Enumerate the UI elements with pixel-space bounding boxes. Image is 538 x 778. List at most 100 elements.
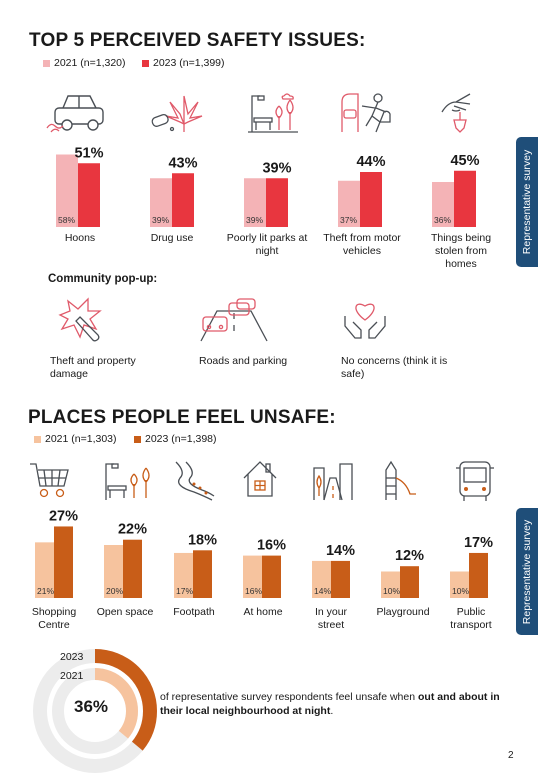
bar-2021 xyxy=(104,545,123,598)
popup-item-no-concerns: No concerns (think it is safe) xyxy=(341,355,448,380)
hand-grabbing-icon xyxy=(441,93,471,133)
data-label-2021: 39% xyxy=(246,215,263,225)
popup-item-theft: Theft and property damage xyxy=(50,355,136,380)
donut-chart xyxy=(33,649,157,773)
category-label: Open space xyxy=(96,606,154,618)
bar-2023 xyxy=(262,555,281,598)
bar-2023 xyxy=(54,526,73,598)
data-label-2023: 27% xyxy=(49,508,78,524)
donut-ring-2023 xyxy=(33,649,157,773)
statement-text: of representative survey respondents fee… xyxy=(160,691,418,703)
bar-2021 xyxy=(35,542,54,598)
traffic-road-icon xyxy=(200,298,268,342)
legend-2021: 2021 (n=1,320) xyxy=(43,57,126,69)
data-label-2023: 39% xyxy=(262,160,291,176)
data-label-2023: 16% xyxy=(257,538,286,554)
bar-2021 xyxy=(312,560,331,598)
bar-2023 xyxy=(454,170,476,227)
statement-emphasis: out and about in their local neighbourho… xyxy=(160,691,500,717)
category-label: Public transport xyxy=(450,606,492,631)
data-label-2021: 36% xyxy=(434,215,451,225)
data-label-2021: 10% xyxy=(452,586,469,596)
bar-2021 xyxy=(174,552,193,598)
bar-2021 xyxy=(381,571,400,598)
data-label-2021: 21% xyxy=(37,586,54,596)
donut-label-2023: 2023 xyxy=(60,651,84,663)
bar-2021 xyxy=(56,154,78,227)
shopping-cart-icon xyxy=(30,463,69,498)
bar-2023 xyxy=(400,566,419,598)
representative-survey-tab: Representative survey xyxy=(516,508,538,635)
bar-2021 xyxy=(432,182,454,227)
bar-2023 xyxy=(360,172,382,227)
legend-2021: 2021 (n=1,303) xyxy=(34,433,117,445)
car-icon xyxy=(46,95,104,133)
bar-2021 xyxy=(338,180,360,227)
category-label: Theft from motor vehicles xyxy=(323,232,401,257)
data-label-2023: 14% xyxy=(326,543,355,559)
bar-2023 xyxy=(193,550,212,598)
data-label-2021: 37% xyxy=(340,215,357,225)
bar-2023 xyxy=(469,552,488,598)
page-number: 2 xyxy=(508,750,514,761)
bar-2023 xyxy=(123,539,142,598)
park-lamp-icon xyxy=(248,93,298,133)
data-label-2021: 39% xyxy=(152,215,169,225)
data-label-2023: 44% xyxy=(356,154,385,170)
bar-2021 xyxy=(450,571,469,598)
thief-car-icon xyxy=(341,93,391,133)
category-label: Hoons xyxy=(64,232,96,244)
popup-item-roads: Roads and parking xyxy=(199,355,288,367)
data-label-2023: 45% xyxy=(450,153,479,169)
category-label: Drug use xyxy=(150,232,194,244)
legend-swatch-2021 xyxy=(43,59,50,67)
category-label: Poorly lit parks at night xyxy=(226,232,308,257)
community-popup-title: Community pop-up: xyxy=(48,273,158,285)
legend-label-2023: 2023 (n=1,398) xyxy=(145,433,217,445)
data-label-2023: 17% xyxy=(464,535,493,551)
burst-bottle-icon xyxy=(58,297,102,342)
park-bench-icon xyxy=(105,463,150,500)
category-label: Footpath xyxy=(173,606,215,618)
donut-statement: of representative survey respondents fee… xyxy=(160,691,512,718)
bar-2023 xyxy=(78,163,100,227)
donut-ring-2021 xyxy=(52,668,138,754)
data-label-2021: 16% xyxy=(245,586,262,596)
legend-label-2023: 2023 (n=1,399) xyxy=(153,57,225,69)
representative-survey-tab: Representative survey xyxy=(516,137,538,267)
bar-2023 xyxy=(172,173,194,227)
cannabis-leaf-icon xyxy=(151,95,203,132)
category-label: Things being stolen from homes xyxy=(430,232,492,270)
category-label: In your street xyxy=(314,606,348,631)
legend-swatch-2023 xyxy=(142,59,149,67)
category-label: Playground xyxy=(376,606,430,618)
category-label: Shopping Centre xyxy=(31,606,77,631)
data-label-2023: 18% xyxy=(188,532,217,548)
playground-slide-icon xyxy=(385,460,416,500)
data-label-2023: 12% xyxy=(395,548,424,564)
legend-label-2021: 2021 (n=1,320) xyxy=(54,57,126,69)
bar-2021 xyxy=(243,555,262,598)
bar-2021 xyxy=(150,178,172,227)
legend-swatch-2021 xyxy=(34,435,41,443)
bar-2023 xyxy=(266,178,288,227)
legend-2023: 2023 (n=1,399) xyxy=(142,57,225,69)
data-label-2021: 20% xyxy=(106,586,123,596)
house-icon xyxy=(243,461,277,497)
data-label-2021: 14% xyxy=(314,586,331,596)
category-label: At home xyxy=(243,606,283,618)
bar-2021 xyxy=(244,178,266,227)
side-tab-label: Representative survey xyxy=(521,519,533,624)
data-label-2023: 22% xyxy=(118,522,147,538)
data-label-2023: 43% xyxy=(168,155,197,171)
footpath-icon xyxy=(175,461,215,501)
bus-icon xyxy=(456,461,494,501)
bar-2023 xyxy=(331,560,350,598)
donut-center-value: 36% xyxy=(73,697,109,716)
legend-2023: 2023 (n=1,398) xyxy=(134,433,217,445)
donut-label-2021: 2021 xyxy=(60,670,84,682)
legend-label-2021: 2021 (n=1,303) xyxy=(45,433,117,445)
heart-hands-icon xyxy=(344,303,386,339)
